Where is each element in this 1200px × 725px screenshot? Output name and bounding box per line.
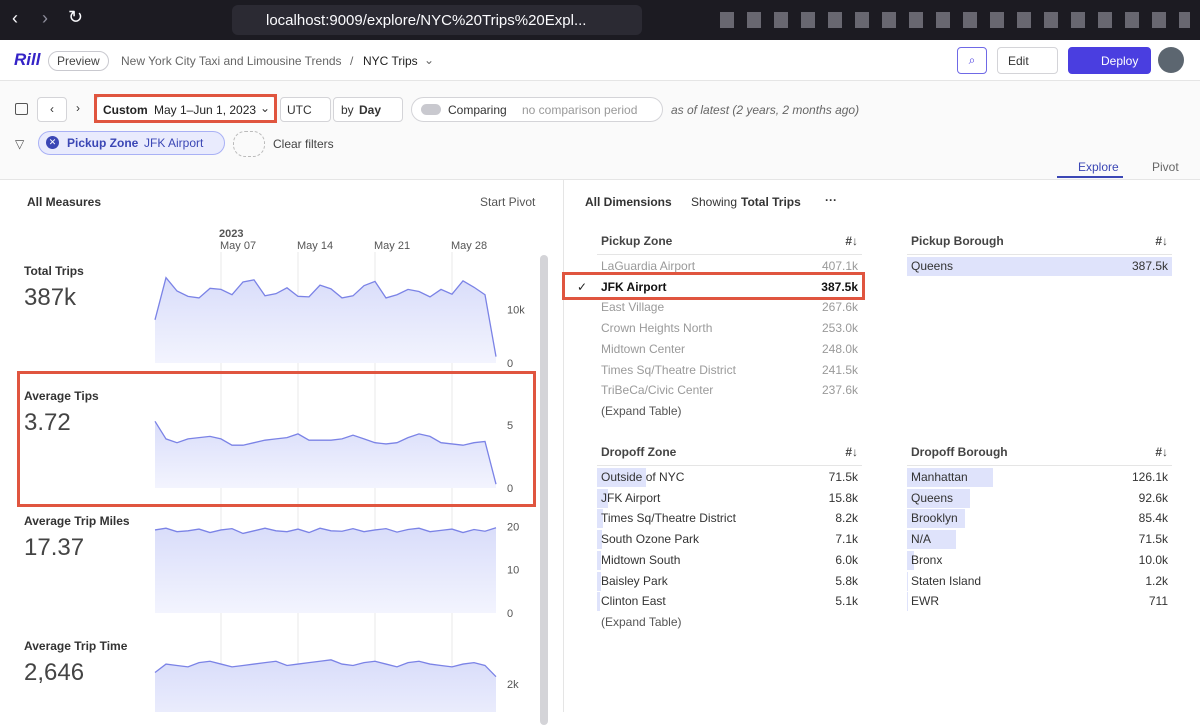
row-label[interactable]: EWR	[911, 594, 939, 608]
measure-value: 387k	[24, 284, 77, 311]
row-label[interactable]: South Ozone Park	[601, 532, 699, 546]
row-value: 8.2k	[758, 511, 858, 525]
sort-header[interactable]: #↓	[838, 234, 858, 248]
row-label[interactable]: JFK Airport	[601, 491, 660, 505]
y-tick-label: 2k	[507, 679, 519, 691]
row-label[interactable]: Clinton East	[601, 594, 666, 608]
y-tick-label: 0	[507, 608, 513, 620]
row-label[interactable]: Staten Island	[911, 574, 981, 588]
sparkline-area	[155, 660, 496, 712]
bar	[597, 592, 600, 611]
table-title: Pickup Zone	[601, 234, 672, 248]
x-tick-label: May 07	[220, 240, 256, 252]
bar	[907, 572, 908, 591]
row-value: 85.4k	[1068, 511, 1168, 525]
row-label[interactable]: Crown Heights North	[601, 321, 712, 335]
row-value: 71.5k	[1068, 532, 1168, 546]
row-value: 71.5k	[758, 470, 858, 484]
row-value: 92.6k	[1068, 491, 1168, 505]
table-rule	[907, 465, 1172, 466]
row-value: 126.1k	[1068, 470, 1168, 484]
row-value: 711	[1068, 594, 1168, 608]
row-label[interactable]: Manhattan	[911, 470, 968, 484]
row-value: 237.6k	[758, 383, 858, 397]
row-label[interactable]: Baisley Park	[601, 574, 668, 588]
row-label[interactable]: LaGuardia Airport	[601, 259, 695, 273]
row-value: 5.1k	[758, 594, 858, 608]
row-label[interactable]: Midtown Center	[601, 342, 685, 356]
row-value: 248.0k	[758, 342, 858, 356]
table-title: Pickup Borough	[911, 234, 1004, 248]
row-value: 7.1k	[758, 532, 858, 546]
row-value: 15.8k	[758, 491, 858, 505]
row-label[interactable]: Times Sq/Theatre District	[601, 511, 736, 525]
sort-header[interactable]: #↓	[838, 445, 858, 459]
highlight-box	[562, 272, 865, 300]
table-rule	[597, 465, 862, 466]
row-label[interactable]: Times Sq/Theatre District	[601, 363, 736, 377]
y-tick-label: 10k	[507, 305, 525, 317]
measure-name: Total Trips	[24, 264, 84, 278]
expand-table[interactable]: (Expand Table)	[601, 615, 682, 629]
x-tick-label: May 21	[374, 240, 410, 252]
sparkline-area	[155, 528, 496, 613]
row-value: 6.0k	[758, 553, 858, 567]
row-label[interactable]: Outside of NYC	[601, 470, 684, 484]
row-label[interactable]: Queens	[911, 259, 953, 273]
table-title: Dropoff Borough	[911, 445, 1008, 459]
row-value: 10.0k	[1068, 553, 1168, 567]
row-label[interactable]: TriBeCa/Civic Center	[601, 383, 713, 397]
table-title: Dropoff Zone	[601, 445, 676, 459]
row-label[interactable]: Midtown South	[601, 553, 680, 567]
row-label[interactable]: Bronx	[911, 553, 942, 567]
row-value: 5.8k	[758, 574, 858, 588]
row-value: 407.1k	[758, 259, 858, 273]
sort-header[interactable]: #↓	[1148, 445, 1168, 459]
row-value: 1.2k	[1068, 574, 1168, 588]
row-value: 241.5k	[758, 363, 858, 377]
expand-table[interactable]: (Expand Table)	[601, 404, 682, 418]
measure-value: 17.37	[24, 534, 84, 561]
highlight-box	[17, 371, 536, 507]
measure-value: 2,646	[24, 659, 84, 686]
y-tick-label: 20	[507, 521, 519, 533]
y-tick-label: 0	[507, 358, 513, 370]
measure-name: Average Trip Miles	[24, 514, 130, 528]
row-label[interactable]: Queens	[911, 491, 953, 505]
table-rule	[597, 254, 862, 255]
row-value: 387.5k	[1068, 259, 1168, 273]
table-rule	[907, 254, 1172, 255]
highlight-box	[94, 94, 277, 123]
row-value: 253.0k	[758, 321, 858, 335]
row-label[interactable]: East Village	[601, 300, 664, 314]
y-tick-label: 10	[507, 565, 519, 577]
row-value: 267.6k	[758, 300, 858, 314]
x-tick-label: May 14	[297, 240, 333, 252]
x-tick-label: May 28	[451, 240, 487, 252]
row-label[interactable]: N/A	[911, 532, 931, 546]
measure-name: Average Trip Time	[24, 639, 128, 653]
sort-header[interactable]: #↓	[1148, 234, 1168, 248]
row-label[interactable]: Brooklyn	[911, 511, 958, 525]
